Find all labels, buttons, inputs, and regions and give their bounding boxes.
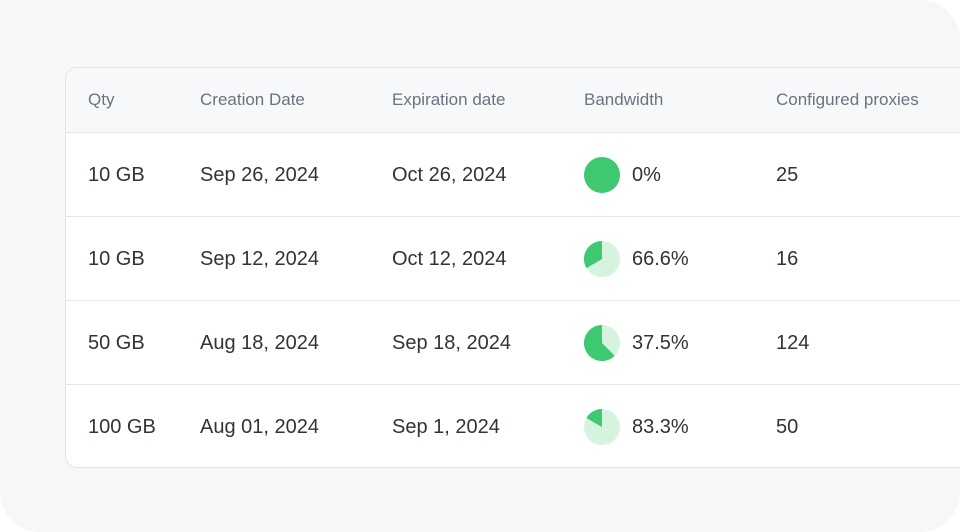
table-cell: Sep 1, 2024	[392, 415, 500, 438]
column-header: Expiration date	[392, 90, 506, 109]
table-row: 10 GB Sep 26, 2024 Oct 26, 2024 0% 25	[66, 132, 960, 217]
bandwidth-pie	[584, 241, 620, 277]
table-cell: 16	[776, 247, 799, 270]
table-cell: Aug 01, 2024	[200, 415, 319, 438]
bandwidth-pie	[584, 409, 620, 445]
pie-wedge	[586, 409, 602, 427]
table-cell: 66.6%	[584, 217, 689, 301]
table-row: 100 GB Aug 01, 2024 Sep 1, 2024 83.3% 50	[66, 384, 960, 467]
pie-wedge	[584, 157, 620, 193]
column-header: Qty	[88, 90, 115, 109]
bandwidth-label: 0%	[632, 163, 661, 186]
bandwidth-label: 66.6%	[632, 247, 689, 270]
table-cell: 83.3%	[584, 385, 689, 467]
bandwidth-label: 37.5%	[632, 331, 689, 354]
column-header: Configured proxies	[776, 90, 919, 109]
pie-wedge	[584, 241, 602, 269]
table-cell: 10 GB	[88, 247, 145, 270]
bandwidth-label: 83.3%	[632, 415, 689, 438]
table-cell: 37.5%	[584, 301, 689, 385]
bandwidth-pie	[584, 325, 620, 361]
table: Qty Creation Date Expiration date Bandwidth…	[65, 67, 960, 468]
table-cell: 0%	[584, 133, 661, 217]
table-cell: Sep 18, 2024	[392, 331, 511, 354]
table-cell: 10 GB	[88, 163, 145, 186]
table-row: 10 GB Sep 12, 2024 Oct 12, 2024 66.6% 16	[66, 216, 960, 301]
table-row: 50 GB Aug 18, 2024 Sep 18, 2024 37.5% 124	[66, 300, 960, 385]
bandwidth-pie	[584, 157, 620, 193]
table-cell: Oct 26, 2024	[392, 163, 507, 186]
table-cell: Sep 12, 2024	[200, 247, 319, 270]
column-header: Creation Date	[200, 90, 305, 109]
table-cell: Oct 12, 2024	[392, 247, 507, 270]
table-cell: 100 GB	[88, 415, 156, 438]
table-cell: 124	[776, 331, 810, 354]
table-header: Qty Creation Date Expiration date Bandwidth…	[66, 68, 960, 132]
table-cell: 25	[776, 163, 799, 186]
table-cell: 50 GB	[88, 331, 145, 354]
table-cell: 50	[776, 415, 799, 438]
table-cell: Aug 18, 2024	[200, 331, 319, 354]
table-cell: Sep 26, 2024	[200, 163, 319, 186]
pie-wedge	[584, 325, 615, 361]
column-header: Bandwidth	[584, 90, 664, 109]
